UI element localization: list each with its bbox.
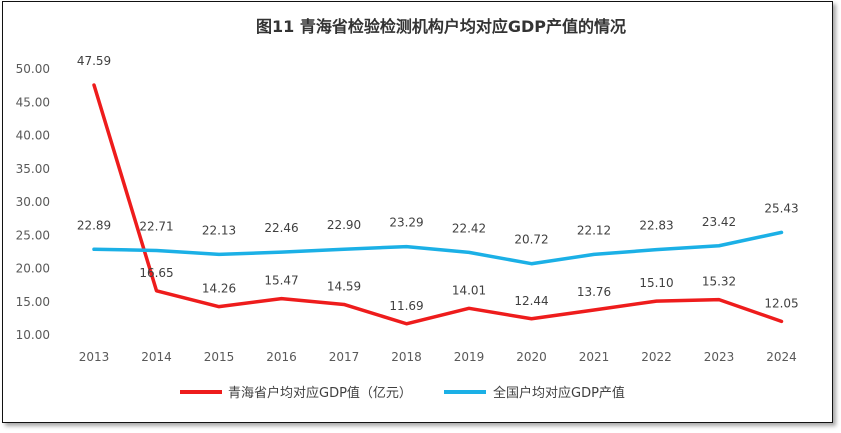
x-tick-label: 2023 [704, 350, 735, 364]
national-data-label: 22.71 [139, 219, 173, 233]
legend: 青海省户均对应GDP值（亿元） 全国户均对应GDP产值 [180, 385, 625, 401]
qinghai-data-label: 11.69 [389, 299, 423, 313]
national-data-label: 25.43 [764, 201, 798, 215]
national-data-label: 22.42 [452, 221, 486, 235]
x-tick-label: 2017 [329, 350, 360, 364]
y-tick-label: 35.00 [16, 162, 50, 176]
y-tick-label: 15.00 [16, 295, 50, 309]
qinghai-data-label: 15.32 [702, 275, 736, 289]
qinghai-data-label: 15.47 [264, 274, 298, 288]
chart-frame [2, 1, 833, 423]
qinghai-data-label: 12.05 [764, 296, 798, 310]
y-tick-label: 45.00 [16, 95, 50, 109]
x-tick-label: 2022 [641, 350, 672, 364]
y-tick-label: 30.00 [16, 195, 50, 209]
national-data-label: 22.12 [577, 223, 611, 237]
data-labels: 47.59 16.65 14.26 15.47 14.59 11.69 14.01 12.44… [77, 54, 799, 313]
national-data-label: 22.46 [264, 221, 298, 235]
chart-title: 图11 青海省检验检测机构户均对应GDP产值的情况 [256, 17, 626, 36]
national-data-label: 20.72 [514, 233, 548, 247]
legend-label-national: 全国户均对应GDP产值 [493, 385, 625, 401]
qinghai-data-label: 47.59 [77, 54, 111, 68]
y-tick-label: 25.00 [16, 228, 50, 242]
national-data-label: 22.13 [202, 223, 236, 237]
national-data-label: 22.83 [639, 219, 673, 233]
qinghai-data-label: 15.10 [639, 276, 673, 290]
x-tick-label: 2019 [454, 350, 485, 364]
y-tick-label: 10.00 [16, 328, 50, 342]
qinghai-series-line [92, 83, 784, 326]
qinghai-data-label: 14.26 [202, 282, 236, 296]
y-tick-label: 20.00 [16, 262, 50, 276]
qinghai-data-label: 16.65 [139, 266, 173, 280]
qinghai-data-label: 14.01 [452, 283, 486, 297]
qinghai-data-label: 13.76 [577, 285, 611, 299]
x-tick-label: 2024 [766, 350, 797, 364]
x-tick-label: 2016 [266, 350, 297, 364]
national-data-label: 23.42 [702, 215, 736, 229]
x-tick-label: 2013 [79, 350, 110, 364]
series-lines [92, 83, 784, 326]
national-data-label: 22.89 [77, 218, 111, 232]
legend-label-qinghai: 青海省户均对应GDP值（亿元） [228, 385, 412, 401]
y-tick-label: 40.00 [16, 129, 50, 143]
national-series-line [92, 230, 784, 266]
qinghai-data-label: 14.59 [327, 279, 361, 293]
x-tick-label: 2015 [204, 350, 235, 364]
national-data-label: 22.90 [327, 218, 361, 232]
x-tick-label: 2020 [516, 350, 547, 364]
x-tick-label: 2014 [141, 350, 172, 364]
national-data-label: 23.29 [389, 216, 423, 230]
x-tick-label: 2021 [579, 350, 610, 364]
qinghai-data-label: 12.44 [514, 294, 548, 308]
y-axis: 50.00 45.00 40.00 35.00 30.00 25.00 20.00 15.00… [16, 62, 50, 342]
x-axis: 2013 2014 2015 2016 2017 2018 2019 2020 2021 2022… [79, 350, 797, 364]
x-tick-label: 2018 [391, 350, 422, 364]
y-tick-label: 50.00 [16, 62, 50, 76]
